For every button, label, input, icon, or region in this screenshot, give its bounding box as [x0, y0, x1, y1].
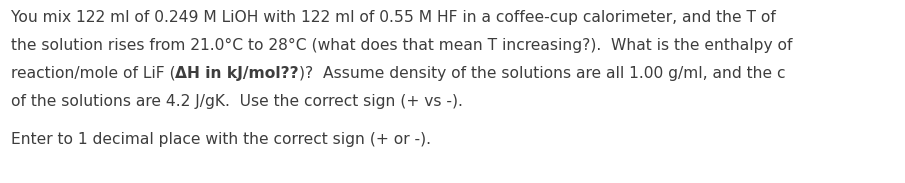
Text: Enter to 1 decimal place with the correct sign (+ or -).: Enter to 1 decimal place with the correc… — [11, 132, 431, 147]
Text: )?  Assume density of the solutions are all 1.00 g/ml, and the c: )? Assume density of the solutions are a… — [300, 66, 786, 81]
Text: reaction/mole of LiF (: reaction/mole of LiF ( — [11, 66, 176, 81]
Text: You mix 122 ml of 0.249 M LiOH with 122 ml of 0.55 M HF in a coffee-cup calorime: You mix 122 ml of 0.249 M LiOH with 122 … — [11, 10, 776, 25]
Text: of the solutions are 4.2 J/gK.  Use the correct sign (+ vs -).: of the solutions are 4.2 J/gK. Use the c… — [11, 94, 462, 109]
Text: the solution rises from 21.0°C to 28°C (what does that mean T increasing?).  Wha: the solution rises from 21.0°C to 28°C (… — [11, 38, 793, 53]
Text: ΔH in kJ/mol??: ΔH in kJ/mol?? — [176, 66, 300, 81]
